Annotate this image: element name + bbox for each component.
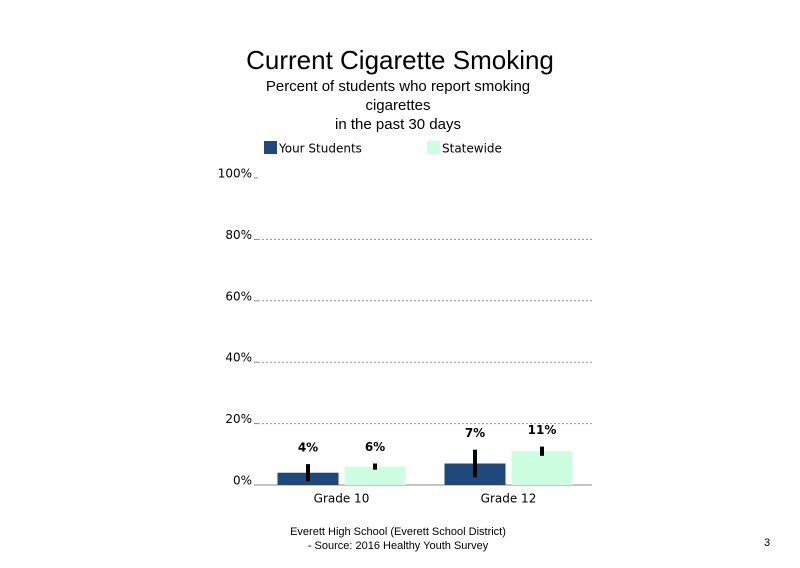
x-tick-label: Grade 10 [314,492,370,506]
legend-swatch [264,141,277,154]
legend-label: Your Students [278,142,362,156]
y-tick-label: 60% [225,289,252,303]
x-tick-label: Grade 12 [481,492,537,506]
footer: Everett High School (Everett School Dist… [290,526,506,538]
chart-subtitle: Percent of students who report smoking [266,78,530,95]
legend-label: Statewide [442,142,502,156]
value-label: 11% [528,423,557,437]
y-tick-label: 0% [233,474,252,488]
footer: - Source: 2016 Healthy Youth Survey [308,540,489,552]
chart-subtitle: cigarettes [365,97,430,114]
chart-subtitle: in the past 30 days [335,116,461,133]
y-tick-label: 100% [218,167,252,181]
bar [344,466,406,485]
y-tick-label: 40% [225,351,252,365]
value-label: 6% [365,440,385,454]
value-label: 7% [465,426,485,440]
y-tick-label: 80% [225,228,252,242]
y-tick-label: 20% [225,412,252,426]
value-label: 4% [298,441,318,455]
chart-title: Current Cigarette Smoking [246,45,554,75]
legend-swatch [427,141,440,154]
page-number: 3 [764,537,770,549]
bar [511,451,573,485]
